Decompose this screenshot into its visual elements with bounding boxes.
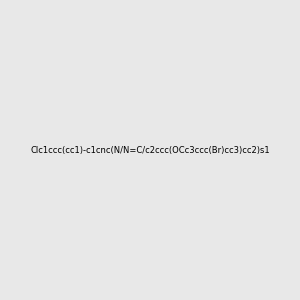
Text: Clc1ccc(cc1)-c1cnc(N/N=C/c2ccc(OCc3ccc(Br)cc3)cc2)s1: Clc1ccc(cc1)-c1cnc(N/N=C/c2ccc(OCc3ccc(B… — [30, 146, 270, 154]
